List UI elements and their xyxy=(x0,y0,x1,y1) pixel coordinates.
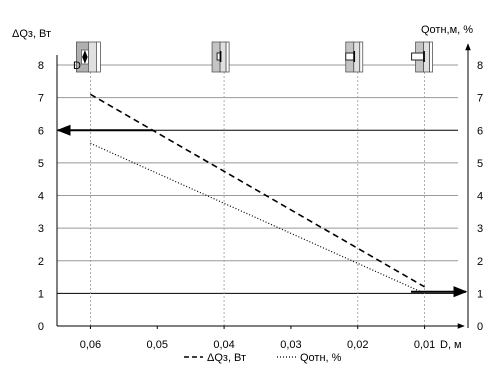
x-tick-label: 0,01 xyxy=(414,339,435,351)
y-left-tick-label: 8 xyxy=(38,60,44,72)
y-right-tick-label: 0 xyxy=(477,321,483,333)
y-right-tick-label: 5 xyxy=(477,158,483,170)
reference-verticals xyxy=(90,72,425,326)
wall-skin xyxy=(225,41,230,73)
y-left-tick-label: 5 xyxy=(38,158,44,170)
legend-label-dq: ΔQз, Вт xyxy=(207,352,246,364)
x-tick-label: 0,04 xyxy=(213,339,234,351)
x-tick-label: 0,02 xyxy=(347,339,368,351)
y-right-tick-label: 8 xyxy=(477,60,483,72)
y-left-tick-label: 6 xyxy=(38,125,44,137)
y-left-tick-label: 3 xyxy=(38,223,44,235)
legend-label-qotn: Qотн, % xyxy=(300,352,342,364)
series-line-0 xyxy=(90,93,425,288)
wall-skin xyxy=(96,41,101,73)
y-left-tick-label: 4 xyxy=(38,191,44,203)
y-left-tick-label: 1 xyxy=(38,288,44,300)
x-axis-title: D, м xyxy=(440,339,462,351)
labels: ΔQз, Вт Qотн,м, % D, м D ΔQз, Вт Qотн, %… xyxy=(12,24,483,364)
x-tick-label: 0,05 xyxy=(147,339,168,351)
series-lines xyxy=(90,93,425,294)
wall-cavity xyxy=(411,52,425,61)
dimension-label: D xyxy=(73,60,81,72)
wall-profile-icon xyxy=(345,41,364,73)
y-right-tick-label: 7 xyxy=(477,93,483,105)
series-line-1 xyxy=(90,142,425,294)
wall-skin xyxy=(359,41,364,73)
wall-inner-block xyxy=(88,41,97,73)
wall-profile-icon xyxy=(411,41,433,73)
wall-skin xyxy=(429,41,433,73)
gridlines xyxy=(57,64,458,294)
axes xyxy=(56,43,471,329)
y-right-tick-label: 6 xyxy=(477,125,483,137)
y-left-title: ΔQз, Вт xyxy=(12,28,51,40)
wall-cavity xyxy=(345,52,355,61)
wall-profile-icon xyxy=(76,41,101,73)
wall-profile-icons xyxy=(76,41,433,73)
x-tick-label: 0,06 xyxy=(80,339,101,351)
x-tick-label: 0,03 xyxy=(280,339,301,351)
y-left-tick-label: 7 xyxy=(38,93,44,105)
y-right-title: Qотн,м, % xyxy=(421,24,473,36)
wall-cavity xyxy=(216,52,221,61)
wall-profile-icon xyxy=(211,41,230,73)
y-left-tick-label: 0 xyxy=(38,321,44,333)
direction-arrows xyxy=(56,124,468,298)
y-right-tick-label: 1 xyxy=(477,288,483,300)
y-right-tick-label: 4 xyxy=(477,191,483,203)
y-right-tick-label: 2 xyxy=(477,256,483,268)
y-left-tick-label: 2 xyxy=(38,256,44,268)
y-right-tick-label: 3 xyxy=(477,223,483,235)
